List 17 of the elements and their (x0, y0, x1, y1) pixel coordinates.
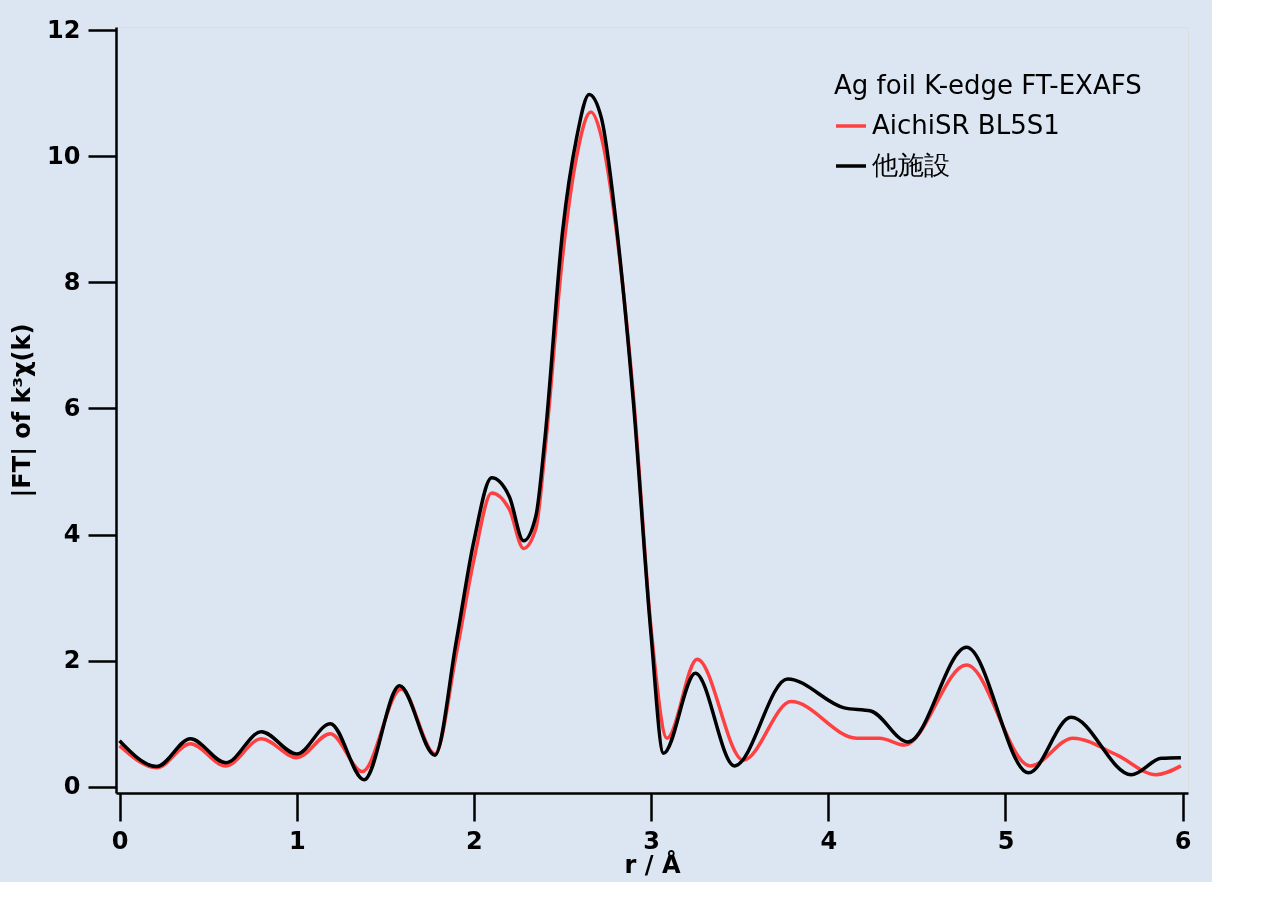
y-tick-label: 6 (63, 393, 81, 422)
y-tick-label: 0 (63, 772, 81, 801)
y-tick-label: 8 (63, 267, 81, 296)
x-tick-label: 2 (466, 826, 483, 855)
legend-label: AichiSR BL5S1 (872, 110, 1060, 140)
x-tick-label: 5 (997, 826, 1015, 855)
y-axis-title: |FT| of k³χ(k) (8, 323, 37, 498)
x-tick-label: 6 (1174, 826, 1192, 855)
legend-label: 他施設 (872, 150, 950, 180)
y-tick-label: 10 (47, 141, 81, 170)
legend-title: Ag foil K-edge FT-EXAFS (834, 70, 1142, 100)
x-tick-label: 1 (288, 826, 306, 855)
y-tick-label: 2 (63, 646, 81, 675)
x-tick-label: 4 (820, 826, 838, 855)
y-tick-label: 4 (63, 520, 81, 549)
x-tick-label: 0 (111, 826, 129, 855)
y-tick-label: 12 (47, 15, 81, 44)
